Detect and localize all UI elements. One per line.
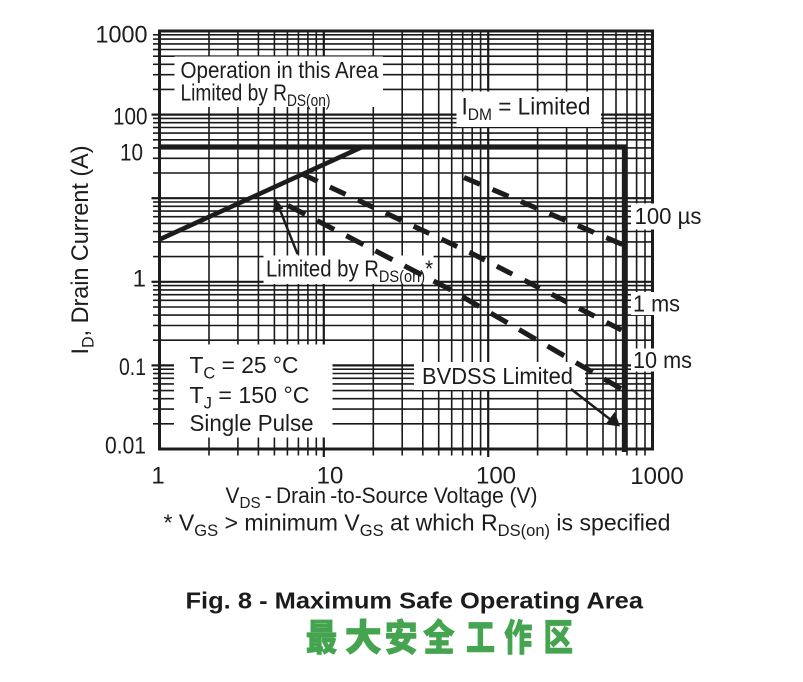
svg-text:1 ms: 1 ms bbox=[633, 291, 680, 317]
svg-text:100: 100 bbox=[113, 104, 148, 131]
svg-text:1: 1 bbox=[133, 266, 146, 293]
svg-text:Single Pulse: Single Pulse bbox=[190, 410, 314, 436]
svg-text:IDM = Limited: IDM = Limited bbox=[462, 94, 591, 125]
svg-text:100: 100 bbox=[476, 463, 516, 490]
svg-text:100 µs: 100 µs bbox=[635, 203, 702, 229]
svg-text:10 ms: 10 ms bbox=[633, 347, 692, 373]
svg-text:Operation in this Area: Operation in this Area bbox=[181, 57, 379, 83]
svg-text:ID, Drain Current (A): ID, Drain Current (A) bbox=[67, 146, 98, 355]
svg-text:1: 1 bbox=[151, 463, 164, 490]
svg-text:0.01: 0.01 bbox=[105, 433, 146, 460]
svg-text:* VGS > minimum VGS at which: * VGS > minimum VGS at which RDS(on) is … bbox=[164, 510, 671, 541]
svg-text:1000: 1000 bbox=[96, 22, 148, 49]
svg-text:0.1: 0.1 bbox=[119, 354, 146, 381]
svg-text:Limited by RDS(on): Limited by RDS(on) bbox=[181, 80, 331, 111]
svg-text:BVDSS Limited: BVDSS Limited bbox=[422, 363, 573, 389]
svg-text:VDS - Drain -to-Source Voltage: VDS - Drain -to-Source Voltage (V) bbox=[226, 483, 538, 512]
svg-text:10: 10 bbox=[120, 140, 143, 167]
svg-text:1000: 1000 bbox=[630, 463, 683, 490]
svg-text:Fig. 8 - Maximum Safe Operatin: Fig. 8 - Maximum Safe Operating Area bbox=[186, 588, 645, 614]
svg-text:10: 10 bbox=[317, 463, 344, 490]
